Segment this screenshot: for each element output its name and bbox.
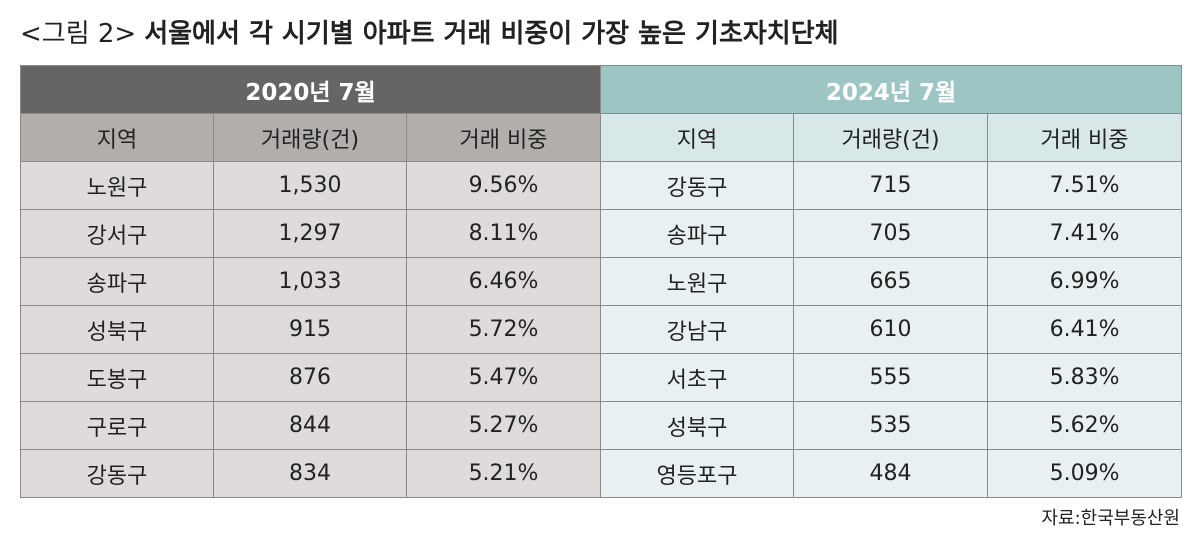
cell-region: 성북구 xyxy=(20,305,214,354)
chart-title: <그림 2> 서울에서 각 시기별 아파트 거래 비중이 가장 높은 기초자치단체 xyxy=(20,14,839,54)
column-header-share: 거래 비중 xyxy=(405,113,602,162)
column-header-row: 지역 거래량(건) 거래 비중 지역 거래량(건) 거래 비중 xyxy=(20,113,1183,162)
cell-share: 6.41% xyxy=(987,305,1183,354)
cell-region: 구로구 xyxy=(20,401,214,450)
cell-share: 5.21% xyxy=(405,449,602,498)
cell-share: 8.11% xyxy=(405,209,602,258)
source-note: 자료:한국부동산원 xyxy=(1041,508,1180,529)
figure-number: <그림 2> xyxy=(20,19,137,49)
period-2020-header: 2020년 7월 xyxy=(19,65,602,114)
cell-region: 노원구 xyxy=(20,161,214,210)
cell-share: 5.27% xyxy=(405,401,602,450)
cell-volume: 665 xyxy=(793,257,989,306)
cell-region: 영등포구 xyxy=(600,449,795,498)
cell-volume: 535 xyxy=(793,401,989,450)
table-row: 송파구 1,033 6.46% 노원구 665 6.99% xyxy=(20,257,1183,306)
cell-share: 9.56% xyxy=(405,161,602,210)
cell-region: 강서구 xyxy=(20,209,214,258)
cell-volume: 715 xyxy=(793,161,989,210)
cell-volume: 834 xyxy=(213,449,407,498)
table-row: 도봉구 876 5.47% 서초구 555 5.83% xyxy=(20,353,1183,402)
title-text: 서울에서 각 시기별 아파트 거래 비중이 가장 높은 기초자치단체 xyxy=(144,19,839,49)
cell-region: 강남구 xyxy=(600,305,795,354)
cell-volume: 610 xyxy=(793,305,989,354)
table-row: 성북구 915 5.72% 강남구 610 6.41% xyxy=(20,305,1183,354)
cell-share: 6.46% xyxy=(405,257,602,306)
table-row: 강서구 1,297 8.11% 송파구 705 7.41% xyxy=(20,209,1183,258)
cell-share: 5.62% xyxy=(987,401,1183,450)
cell-volume: 915 xyxy=(213,305,407,354)
cell-volume: 484 xyxy=(793,449,989,498)
column-header-region: 지역 xyxy=(20,113,214,162)
cell-share: 5.72% xyxy=(405,305,602,354)
cell-region: 성북구 xyxy=(600,401,795,450)
cell-region: 강동구 xyxy=(600,161,795,210)
column-header-volume: 거래량(건) xyxy=(213,113,407,162)
cell-region: 도봉구 xyxy=(20,353,214,402)
column-header-region: 지역 xyxy=(600,113,795,162)
cell-volume: 705 xyxy=(793,209,989,258)
cell-region: 송파구 xyxy=(20,257,214,306)
cell-volume: 876 xyxy=(213,353,407,402)
cell-region: 강동구 xyxy=(20,449,214,498)
cell-region: 송파구 xyxy=(600,209,795,258)
table-row: 노원구 1,530 9.56% 강동구 715 7.51% xyxy=(20,161,1183,210)
cell-share: 5.83% xyxy=(987,353,1183,402)
cell-share: 5.47% xyxy=(405,353,602,402)
cell-share: 7.41% xyxy=(987,209,1183,258)
cell-volume: 1,530 xyxy=(213,161,407,210)
cell-share: 6.99% xyxy=(987,257,1183,306)
cell-region: 서초구 xyxy=(600,353,795,402)
column-header-share: 거래 비중 xyxy=(987,113,1183,162)
cell-region: 노원구 xyxy=(600,257,795,306)
cell-share: 5.09% xyxy=(987,449,1183,498)
table-body: 노원구 1,530 9.56% 강동구 715 7.51% 강서구 1,297 8.11% 송파구… xyxy=(20,161,1183,498)
table-row: 구로구 844 5.27% 성북구 535 5.62% xyxy=(20,401,1183,450)
cell-volume: 1,033 xyxy=(213,257,407,306)
cell-volume: 1,297 xyxy=(213,209,407,258)
period-2024-header: 2024년 7월 xyxy=(600,65,1183,114)
cell-volume: 844 xyxy=(213,401,407,450)
column-header-volume: 거래량(건) xyxy=(793,113,989,162)
comparison-table: 2020년 7월 2024년 7월 지역 거래량(건) 거래 비중 지역 거래량… xyxy=(19,65,1183,498)
period-header-row: 2020년 7월 2024년 7월 xyxy=(19,65,1183,114)
cell-volume: 555 xyxy=(793,353,989,402)
cell-share: 7.51% xyxy=(987,161,1183,210)
table-row: 강동구 834 5.21% 영등포구 484 5.09% xyxy=(20,449,1183,498)
